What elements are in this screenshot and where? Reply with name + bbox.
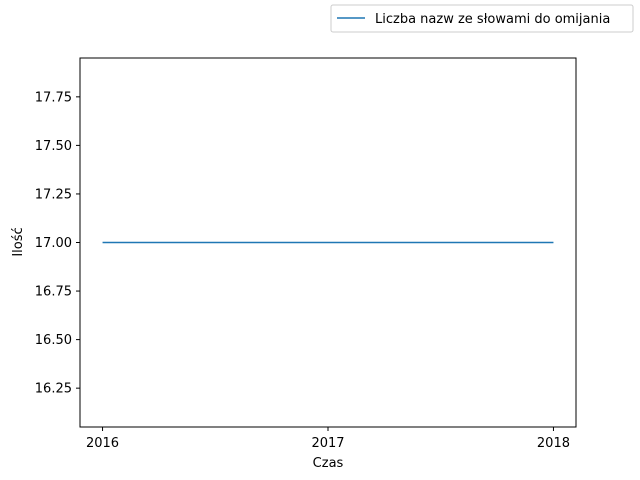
- y-tick-label: 17.50: [35, 139, 72, 154]
- x-axis-title: Czas: [313, 456, 344, 471]
- y-tick-label: 17.00: [35, 236, 72, 251]
- y-tick-label: 16.75: [35, 285, 72, 300]
- x-tick-label: 2018: [537, 436, 570, 451]
- x-tick-label: 2016: [86, 436, 119, 451]
- legend-box: [330, 4, 634, 33]
- x-tick-label: 2017: [311, 436, 344, 451]
- y-axis: 16.25 16.50 16.75 17.00 17.25 17.50 17.75: [35, 90, 80, 397]
- y-tick-label: 16.50: [35, 333, 72, 348]
- y-tick-label: 17.75: [35, 90, 72, 105]
- legend: Liczba nazw ze słowami do omijania: [330, 4, 634, 33]
- plot-frame: [79, 57, 577, 428]
- y-axis-title: Ilość: [11, 227, 26, 256]
- y-tick-label: 17.25: [35, 187, 72, 202]
- legend-label: Liczba nazw ze słowami do omijania: [375, 12, 610, 27]
- x-axis: 2016 2017 2018: [86, 427, 570, 451]
- y-tick-label: 16.25: [35, 382, 72, 397]
